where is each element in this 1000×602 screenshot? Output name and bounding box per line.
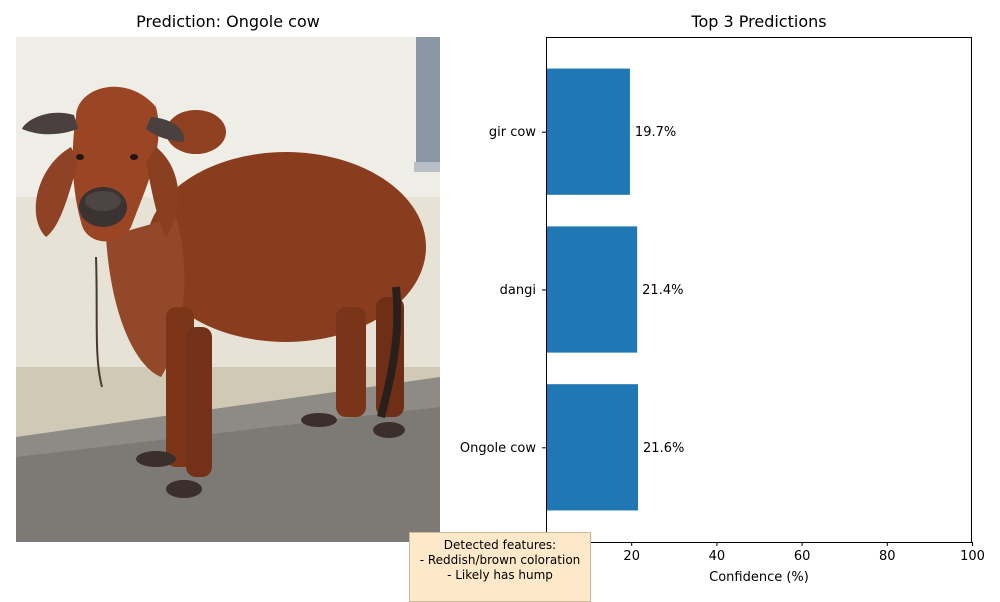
features-heading: Detected features: [443,538,557,552]
y-tick-label: gir cow [489,125,536,140]
bar [546,68,630,195]
bar-value-label: 21.6% [643,441,684,456]
x-tick-label: 20 [623,549,640,564]
y-tick-label: Ongole cow [460,441,537,456]
cow-photo [16,37,440,542]
bar [546,226,638,353]
feature-item: - Reddish/brown coloration [419,553,581,567]
chart-title: Top 3 Predictions [691,12,827,31]
y-tick-label: dangi [500,283,536,298]
x-tick-label: 100 [960,549,985,564]
features-box: Detected features: - Reddish/brown color… [409,532,591,602]
feature-item: - Likely has hump [447,568,553,582]
plot-frame [546,37,972,543]
bar-value-label: 21.4% [642,283,683,298]
x-tick-label: 80 [879,549,896,564]
bar-value-label: 19.7% [635,125,676,140]
x-tick-label: 60 [794,549,811,564]
image-title: Prediction: Ongole cow [136,12,320,31]
x-axis-label: Confidence (%) [709,570,809,585]
x-tick-label: 40 [709,549,726,564]
bar [546,384,639,511]
